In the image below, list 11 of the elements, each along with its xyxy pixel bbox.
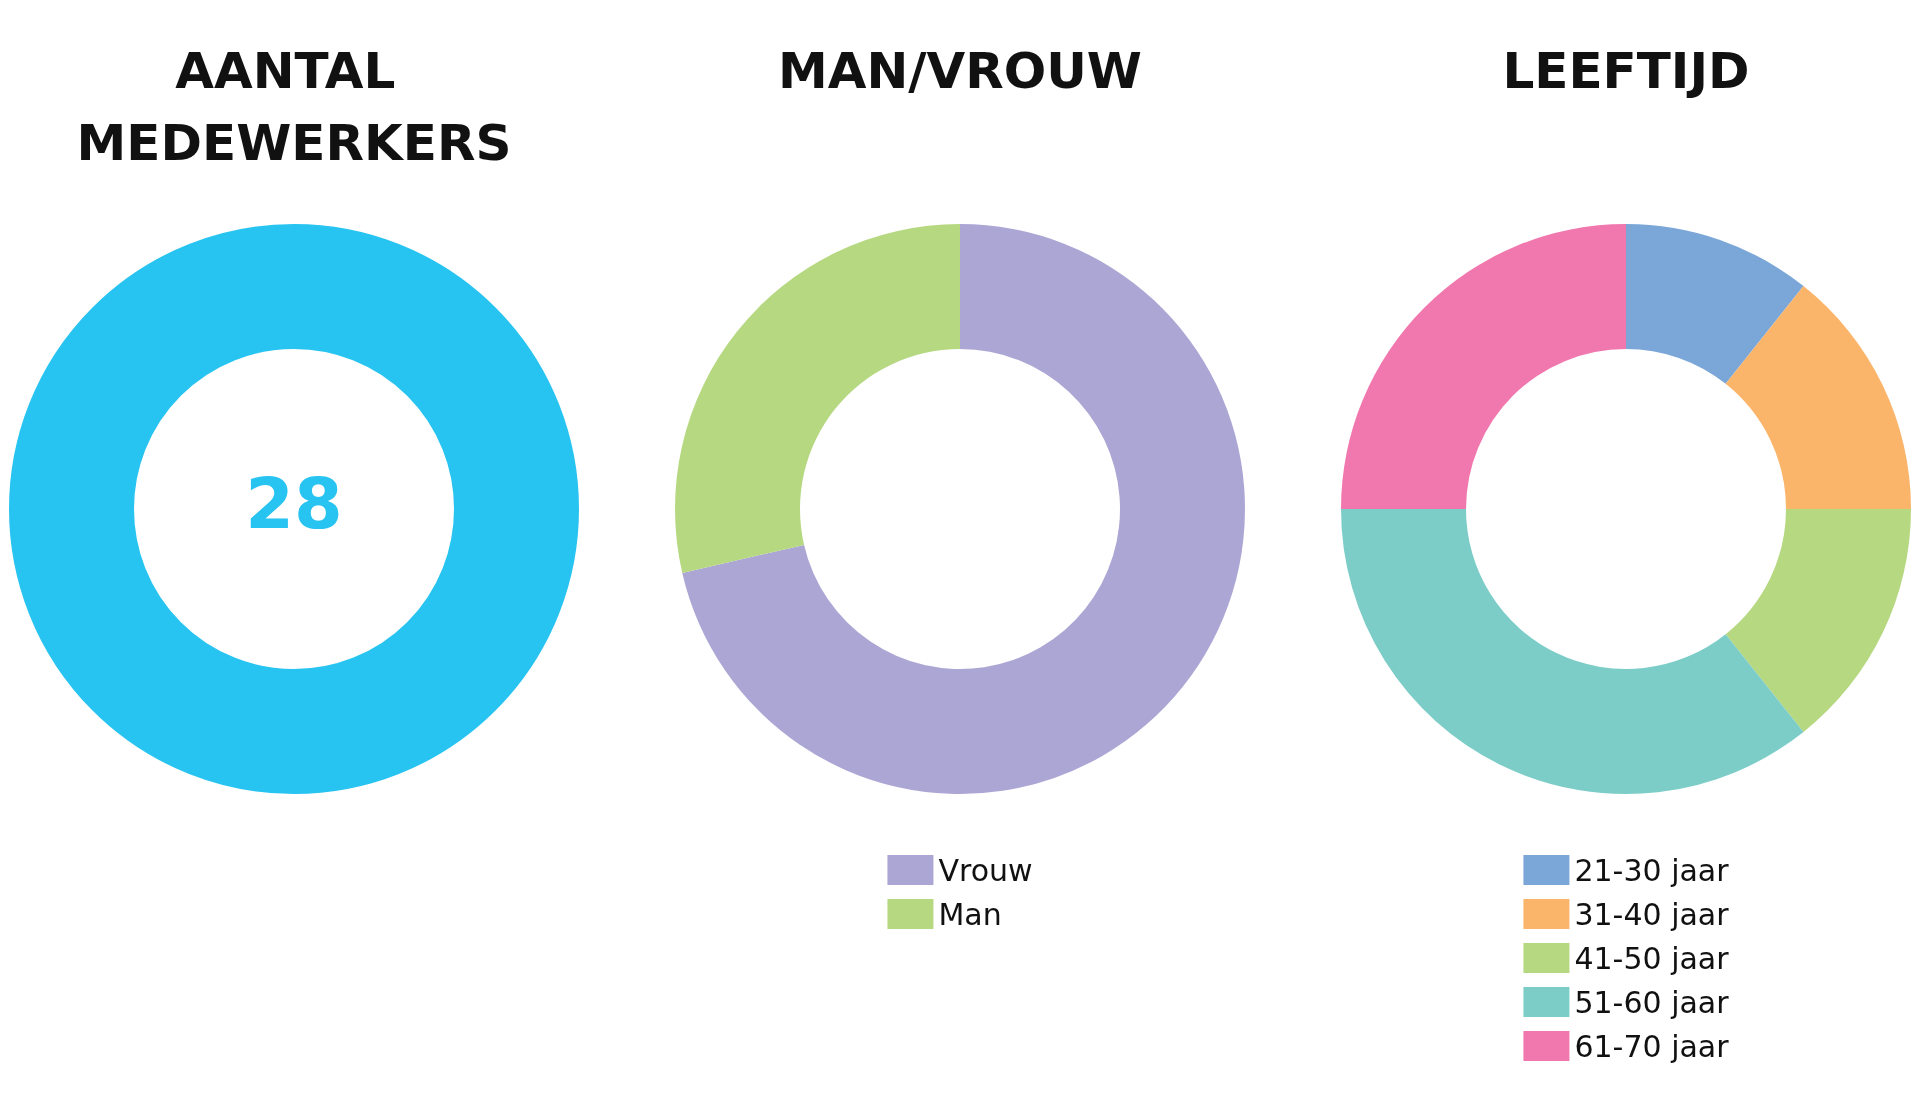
text: 28 bbox=[245, 463, 343, 545]
legend-label: Vrouw bbox=[938, 852, 1033, 888]
legend-label: 31-40 jaar bbox=[1574, 896, 1730, 932]
legend-label: Man bbox=[938, 896, 1002, 932]
legend-label: 21-30 jaar bbox=[1574, 852, 1730, 888]
legend-label: 41-50 jaar bbox=[1574, 940, 1730, 976]
chart-title: LEEFTIJD bbox=[1502, 42, 1750, 100]
legend-label: 61-70 jaar bbox=[1574, 1028, 1730, 1064]
text: AANTAL MEDEWERKERS bbox=[76, 42, 512, 172]
legend-label: 51-60 jaar bbox=[1574, 984, 1730, 1020]
chart-title: MAN/VROUW bbox=[777, 42, 1143, 100]
